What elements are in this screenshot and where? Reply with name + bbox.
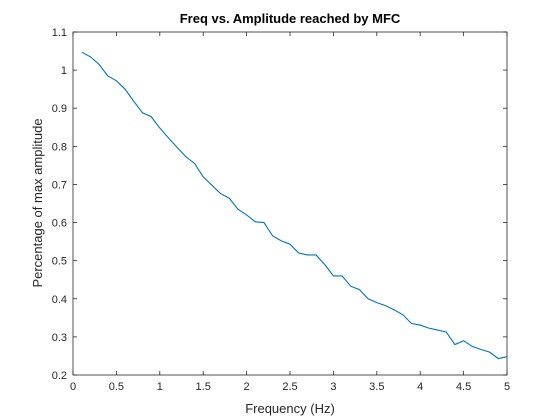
series-line xyxy=(81,51,508,360)
x-tick-label: 3 xyxy=(330,381,336,393)
y-axis-label: Percentage of max amplitude xyxy=(30,118,45,287)
x-tick-label: 2.5 xyxy=(282,381,297,393)
y-tick-label: 0.7 xyxy=(52,179,67,191)
chart-title: Freq vs. Amplitude reached by MFC xyxy=(180,11,401,26)
x-tick-labels: 0 0.5 1 1.5 2 2.5 3 3.5 4 4.5 5 xyxy=(70,381,510,393)
y-tick-label: 0.8 xyxy=(52,141,67,153)
x-tick-label: 0 xyxy=(70,381,76,393)
x-tick-label: 0.5 xyxy=(109,381,124,393)
y-tick-label: 0.2 xyxy=(52,370,67,382)
y-tick-label: 0.3 xyxy=(52,332,67,344)
y-tick-label: 0.5 xyxy=(52,256,67,268)
x-axis-label: Frequency (Hz) xyxy=(245,401,335,416)
ticks-group xyxy=(72,31,508,376)
x-tick-label: 5 xyxy=(504,381,510,393)
x-tick-label: 3.5 xyxy=(369,381,384,393)
y-tick-label: 1 xyxy=(61,65,67,77)
y-tick-label: 0.4 xyxy=(52,294,67,306)
x-tick-label: 1 xyxy=(157,381,163,393)
y-tick-label: 0.9 xyxy=(52,103,67,115)
x-tick-label: 4.5 xyxy=(456,381,471,393)
x-tick-label: 2 xyxy=(244,381,250,393)
y-tick-label: 0.6 xyxy=(52,218,67,230)
plot-area xyxy=(72,31,508,376)
x-tick-label: 4 xyxy=(417,381,423,393)
y-tick-label: 1.1 xyxy=(52,27,67,39)
x-tick-label: 1.5 xyxy=(196,381,211,393)
y-tick-labels: 0.2 0.3 0.4 0.5 0.6 0.7 0.8 0.9 1 1.1 xyxy=(52,27,67,382)
